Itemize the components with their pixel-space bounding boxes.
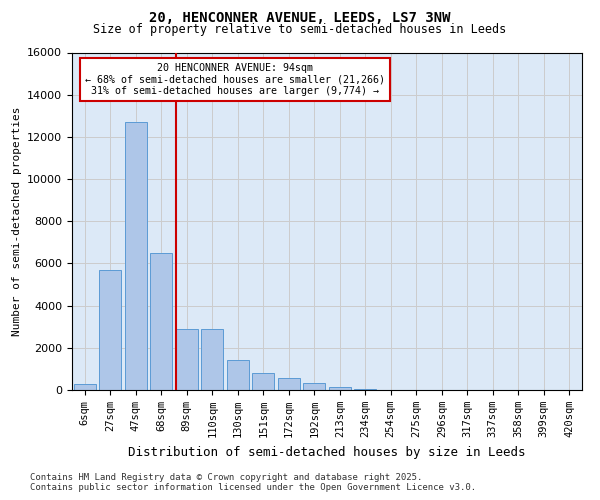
Text: Contains HM Land Registry data © Crown copyright and database right 2025.
Contai: Contains HM Land Registry data © Crown c… [30,473,476,492]
Bar [176,329,197,390]
Bar [227,360,248,390]
Bar [202,329,223,390]
Bar [278,378,299,390]
Bar [74,384,95,390]
Y-axis label: Number of semi-detached properties: Number of semi-detached properties [11,106,22,336]
Text: 20, HENCONNER AVENUE, LEEDS, LS7 3NW: 20, HENCONNER AVENUE, LEEDS, LS7 3NW [149,11,451,25]
Bar [151,253,172,390]
Text: Size of property relative to semi-detached houses in Leeds: Size of property relative to semi-detach… [94,22,506,36]
Bar [125,122,146,390]
Bar [355,389,376,390]
Text: 20 HENCONNER AVENUE: 94sqm
← 68% of semi-detached houses are smaller (21,266)
31: 20 HENCONNER AVENUE: 94sqm ← 68% of semi… [85,62,385,96]
Bar [329,387,350,390]
X-axis label: Distribution of semi-detached houses by size in Leeds: Distribution of semi-detached houses by … [128,446,526,458]
Bar [304,382,325,390]
Bar [100,270,121,390]
Bar [253,373,274,390]
